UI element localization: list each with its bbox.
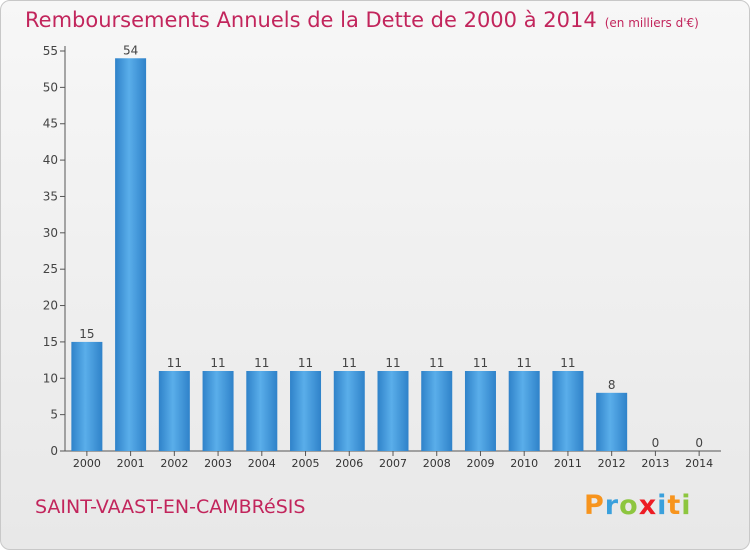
chart-subtitle: (en milliers d'€) — [604, 16, 699, 30]
y-tick-label: 5 — [50, 408, 58, 422]
chart-bars — [71, 58, 628, 451]
data-label: 11 — [210, 356, 225, 370]
y-tick-label: 20 — [43, 299, 58, 313]
x-tick-label: 2013 — [641, 457, 669, 470]
bar — [202, 371, 234, 451]
x-tick-label: 2014 — [685, 457, 713, 470]
y-tick-label: 15 — [43, 335, 58, 349]
bar — [508, 371, 540, 451]
bar — [290, 371, 322, 451]
y-tick-label: 35 — [43, 189, 58, 203]
chart-title-text: Remboursements Annuels de la Dette de 20… — [25, 8, 597, 32]
x-tick-label: 2008 — [423, 457, 451, 470]
logo-letter: i — [681, 490, 692, 521]
chart-title: Remboursements Annuels de la Dette de 20… — [25, 8, 699, 32]
x-tick-label: 2005 — [292, 457, 320, 470]
y-tick-label: 25 — [43, 262, 58, 276]
y-tick-label: 30 — [43, 226, 58, 240]
x-tick-label: 2009 — [466, 457, 494, 470]
data-label: 54 — [123, 43, 138, 57]
data-label: 11 — [254, 356, 269, 370]
bar — [377, 371, 409, 451]
bar — [333, 371, 365, 451]
data-label: 15 — [79, 327, 94, 341]
logo-letter: t — [667, 490, 682, 521]
chart-labels: 15 54 11 11 11 11 11 11 11 11 11 11 8 0 0 — [79, 43, 703, 450]
y-tick-label: 40 — [43, 153, 58, 167]
data-label: 11 — [560, 356, 575, 370]
data-label: 11 — [167, 356, 182, 370]
x-tick-label: 2004 — [248, 457, 276, 470]
data-label: 0 — [652, 436, 660, 450]
bar — [552, 371, 584, 451]
x-tick-label: 2011 — [554, 457, 582, 470]
x-tick-label: 2010 — [510, 457, 538, 470]
logo-letter: r — [604, 490, 620, 521]
data-label: 0 — [695, 436, 703, 450]
x-tick-label: 2002 — [160, 457, 188, 470]
data-label: 8 — [608, 378, 616, 392]
y-tick-label: 45 — [43, 117, 58, 131]
y-tick-label: 55 — [43, 44, 58, 58]
bar — [246, 371, 278, 451]
bar — [71, 341, 103, 451]
logo-letter: i — [657, 490, 668, 521]
x-tick-label: 2003 — [204, 457, 232, 470]
x-tick-label: 2001 — [117, 457, 145, 470]
y-tick-label: 0 — [50, 444, 58, 458]
bar — [596, 392, 628, 451]
y-tick-label: 10 — [43, 371, 58, 385]
y-tick-label: 50 — [43, 80, 58, 94]
bar — [421, 371, 453, 451]
bar — [115, 58, 147, 451]
bar — [464, 371, 496, 451]
chart-axes: 0 5 10 15 20 25 30 35 40 45 50 55 2000 2001 2002 2003 20… — [43, 44, 721, 470]
bar — [158, 371, 190, 451]
data-label: 11 — [342, 356, 357, 370]
x-tick-label: 2000 — [73, 457, 101, 470]
logo-letter: x — [638, 490, 658, 521]
proxiti-logo[interactable]: Proxiti — [584, 490, 692, 521]
x-tick-label: 2007 — [379, 457, 407, 470]
data-label: 11 — [298, 356, 313, 370]
data-label: 11 — [385, 356, 400, 370]
x-tick-label: 2012 — [598, 457, 626, 470]
logo-letter: P — [584, 490, 605, 521]
commune-name: SAINT-VAAST-EN-CAMBRéSIS — [35, 496, 306, 518]
logo-letter: o — [619, 490, 639, 521]
x-tick-label: 2006 — [335, 457, 363, 470]
data-label: 11 — [517, 356, 532, 370]
data-label: 11 — [429, 356, 444, 370]
data-label: 11 — [473, 356, 488, 370]
